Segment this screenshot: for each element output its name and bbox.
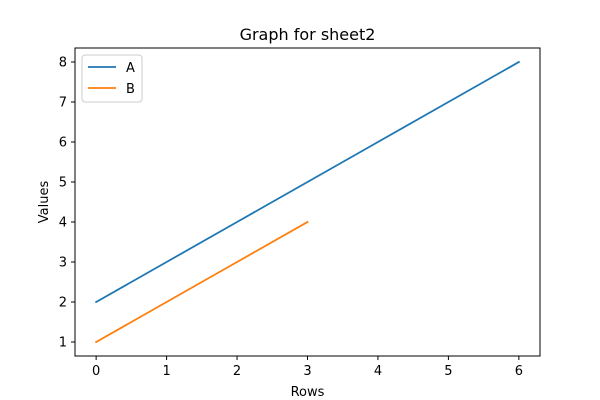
x-tick-label: 6	[515, 364, 523, 379]
series-line-b	[94, 220, 309, 344]
x-tick-label: 5	[444, 364, 452, 379]
y-tick-label: 7	[59, 96, 67, 111]
y-tick-label: 2	[59, 296, 67, 311]
y-tick-label: 1	[59, 336, 67, 351]
y-axis-label: Values	[37, 181, 52, 224]
x-axis: 0 1 2 3 4 5 6	[92, 356, 523, 379]
legend-label-b: B	[126, 82, 135, 97]
x-tick-label: 0	[92, 364, 100, 379]
y-tick-label: 6	[59, 136, 67, 151]
x-tick-label: 3	[303, 364, 311, 379]
legend: AB	[81, 54, 143, 103]
x-axis-label: Rows	[291, 385, 325, 400]
y-tick-label: 4	[59, 216, 67, 231]
y-tick-label: 3	[59, 256, 67, 271]
y-axis: 1 2 3 4 5 6 7 8	[59, 56, 75, 351]
series-lines	[94, 60, 521, 344]
x-tick-label: 1	[162, 364, 170, 379]
x-tick-label: 4	[374, 364, 382, 379]
y-tick-label: 8	[59, 56, 67, 71]
chart-title: Graph for sheet2	[240, 25, 376, 44]
legend-label-a: A	[126, 61, 135, 76]
y-tick-label: 5	[59, 176, 67, 191]
x-tick-label: 2	[233, 364, 241, 379]
series-line-a	[94, 60, 521, 304]
